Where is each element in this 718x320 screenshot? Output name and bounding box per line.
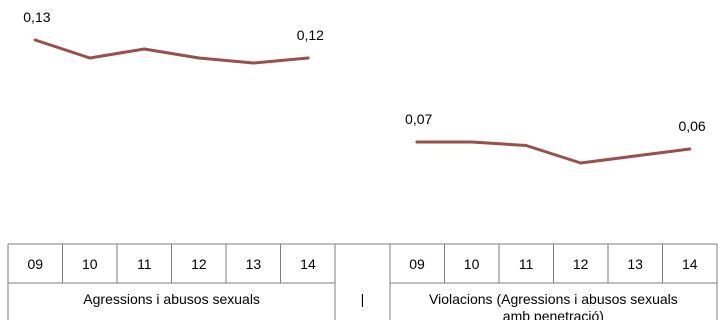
group-label: | (361, 291, 365, 307)
data-label: 0,06 (678, 118, 705, 134)
data-point (633, 154, 637, 158)
data-point (470, 140, 474, 144)
group-label: Agressions i abusos sexuals (83, 291, 260, 307)
data-point (579, 161, 583, 165)
group-label: Violacions (Agressions i abusos sexuals a… (429, 291, 678, 320)
data-label: 0,07 (405, 111, 432, 127)
data-point (33, 38, 37, 42)
group-label-line: amb penetració) (503, 308, 604, 320)
year-label: 12 (573, 256, 589, 272)
year-label: 10 (464, 256, 480, 272)
year-label: 12 (191, 256, 207, 272)
year-label: 14 (300, 256, 316, 272)
data-label: 0,13 (23, 9, 50, 25)
plot-area: 0,13 0,12 0,07 0,06 (23, 9, 706, 165)
year-label: 13 (246, 256, 262, 272)
year-label: 14 (682, 256, 698, 272)
data-point (197, 56, 201, 60)
data-point (688, 147, 692, 151)
data-point (524, 144, 528, 147)
year-label: 11 (137, 256, 152, 272)
year-label: 13 (627, 256, 643, 272)
year-label: 10 (82, 256, 98, 272)
category-table: 09 10 11 12 13 14 Agressions i abusos sexuals |… (7, 243, 718, 320)
data-point (251, 61, 255, 65)
data-point (306, 56, 310, 60)
year-label: 09 (27, 256, 43, 272)
data-label: 0,12 (297, 27, 324, 43)
group-label-line: Violacions (Agressions i abusos sexuals (429, 291, 678, 307)
year-label: 11 (519, 256, 534, 272)
year-label: 09 (409, 256, 425, 272)
series-line (33, 38, 310, 65)
data-point (415, 140, 419, 144)
data-point (142, 47, 146, 51)
series-line (415, 140, 692, 165)
data-point (88, 56, 92, 60)
